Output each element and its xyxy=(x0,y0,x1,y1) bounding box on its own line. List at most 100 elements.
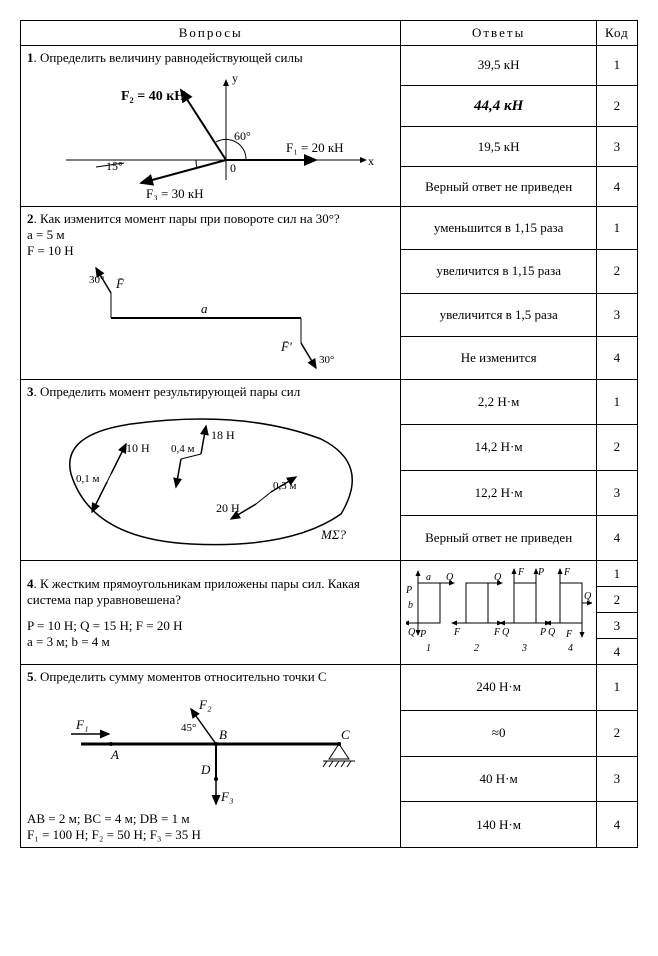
svg-text:1: 1 xyxy=(426,643,431,654)
svg-text:B: B xyxy=(219,727,227,742)
q3-text: Определить момент результирующей пары си… xyxy=(40,384,300,399)
svg-text:3: 3 xyxy=(521,643,527,654)
q4-given: P = 10 Н; Q = 15 Н; F = 20 Н xyxy=(27,618,183,633)
q4-k1: 1 xyxy=(596,561,637,587)
svg-text:a: a xyxy=(426,572,431,583)
svg-text:x: x xyxy=(368,154,374,168)
q4-text: К жестким прямоугольникам приложены пары… xyxy=(27,576,360,607)
q2-k2: 2 xyxy=(596,250,637,293)
q5-given2: F₁ = 100 Н; F₂ = 50 Н; F₃ = 35 Н xyxy=(27,827,201,842)
svg-text:15°: 15° xyxy=(106,159,123,173)
svg-text:F: F xyxy=(563,567,571,578)
svg-text:0: 0 xyxy=(230,161,236,175)
q1-a4: Верный ответ не приведен xyxy=(401,167,596,207)
svg-text:F: F xyxy=(565,629,573,640)
q2-a1: уменьшится в 1,15 раза xyxy=(401,207,596,250)
svg-text:0,1 м: 0,1 м xyxy=(76,473,100,485)
svg-text:P: P xyxy=(406,585,412,596)
q2-a4: Не изменится xyxy=(401,336,596,379)
svg-text:C: C xyxy=(341,727,350,742)
q1-k4: 4 xyxy=(596,167,637,207)
q2-k4: 4 xyxy=(596,336,637,379)
q5-a4: 140 Н·м xyxy=(401,802,596,848)
svg-text:Q: Q xyxy=(502,627,510,638)
svg-text:F₂: F₂ xyxy=(198,697,212,712)
svg-text:y: y xyxy=(232,71,238,85)
q2-given2: F = 10 Н xyxy=(27,243,74,258)
q3-a2: 14,2 Н·м xyxy=(401,425,596,470)
q3-k2: 2 xyxy=(596,425,637,470)
svg-text:Q: Q xyxy=(584,591,592,602)
q2-a3: увеличится в 1,5 раза xyxy=(401,293,596,336)
q2-k1: 1 xyxy=(596,207,637,250)
svg-text:F₁ = 20 кН: F₁ = 20 кН xyxy=(286,140,344,155)
q2-k3: 3 xyxy=(596,293,637,336)
svg-text:Q: Q xyxy=(494,572,502,583)
svg-text:D: D xyxy=(200,762,211,777)
svg-text:MΣ?: MΣ? xyxy=(320,527,347,542)
q2-a2: увеличится в 1,15 раза xyxy=(401,250,596,293)
svg-text:Q: Q xyxy=(408,627,416,638)
svg-text:P: P xyxy=(537,567,544,578)
svg-text:30°: 30° xyxy=(319,354,334,366)
q1-diagram: x y 0 F₁ = 20 кН F₂ = 40 кН 60° F₃ = 30 … xyxy=(46,70,376,200)
svg-text:F: F xyxy=(493,627,501,638)
svg-text:4: 4 xyxy=(568,643,573,654)
svg-text:a: a xyxy=(201,301,208,316)
q2-cell: 2. Как изменится момент пары при поворот… xyxy=(21,207,401,380)
q2-given1: a = 5 м xyxy=(27,227,65,242)
q5-a2: ≈0 xyxy=(401,710,596,756)
svg-text:P: P xyxy=(419,629,426,640)
q1-a2: 44,4 кН xyxy=(401,85,596,126)
svg-text:F̄: F̄ xyxy=(115,276,125,291)
q5-a3: 40 Н·м xyxy=(401,756,596,802)
q3-diagram: 10 Н 0,1 м 18 Н 0,4 м 20 Н 0,3 м MΣ? xyxy=(41,404,381,554)
q5-k4: 4 xyxy=(596,802,637,848)
svg-text:F₃: F₃ xyxy=(220,789,233,804)
q3-k4: 4 xyxy=(596,515,637,560)
svg-text:F₁: F₁ xyxy=(75,717,88,732)
svg-text:60°: 60° xyxy=(234,129,251,143)
svg-text:0,3 м: 0,3 м xyxy=(273,480,297,492)
svg-text:F̄': F̄' xyxy=(280,339,292,354)
svg-text:0,4 м: 0,4 м xyxy=(171,443,195,455)
q1-k2: 2 xyxy=(596,85,637,126)
q5-text: Определить сумму моментов относительно т… xyxy=(40,669,327,684)
q5-k2: 2 xyxy=(596,710,637,756)
q3-a4: Верный ответ не приведен xyxy=(401,515,596,560)
questions-table: Вопросы Ответы Код 1. Определить величин… xyxy=(20,20,638,848)
q2-text: Как изменится момент пары при повороте с… xyxy=(40,211,340,226)
q5-a1: 240 Н·м xyxy=(401,665,596,711)
q3-a3: 12,2 Н·м xyxy=(401,470,596,515)
header-answers: Ответы xyxy=(401,21,596,46)
q5-k1: 1 xyxy=(596,665,637,711)
q1-k1: 1 xyxy=(596,46,637,86)
q3-cell: 3. Определить момент результирующей пары… xyxy=(21,380,401,561)
svg-text:F₂ = 40 кН: F₂ = 40 кН xyxy=(121,89,185,104)
svg-text:Q: Q xyxy=(548,627,556,638)
svg-text:20 Н: 20 Н xyxy=(216,501,240,515)
svg-text:18 Н: 18 Н xyxy=(211,428,235,442)
q1-text: Определить величину равнодействующей сил… xyxy=(40,50,303,65)
svg-text:30°: 30° xyxy=(89,274,104,286)
q5-diagram: A B C F₁ F₂ 45° D F₃ xyxy=(41,689,381,809)
svg-text:b: b xyxy=(408,600,413,611)
q3-a1: 2,2 Н·м xyxy=(401,380,596,425)
q1-a3: 19,5 кН xyxy=(401,127,596,167)
q3-k1: 1 xyxy=(596,380,637,425)
svg-text:P: P xyxy=(539,627,546,638)
q4-diagram-cell: Q Q PP ab 1 Q F F 2 F P Q P 3 F Q Q F xyxy=(401,561,596,665)
q5-cell: 5. Определить сумму моментов относительн… xyxy=(21,665,401,848)
q4-k2: 2 xyxy=(596,587,637,613)
q1-a1: 39,5 кН xyxy=(401,46,596,86)
q4-cell: 4. К жестким прямоугольникам приложены п… xyxy=(21,561,401,665)
header-code: Код xyxy=(596,21,637,46)
svg-text:2: 2 xyxy=(474,643,479,654)
q3-k3: 3 xyxy=(596,470,637,515)
q5-k3: 3 xyxy=(596,756,637,802)
q4-diagram: Q Q PP ab 1 Q F F 2 F P Q P 3 F Q Q F xyxy=(406,563,592,658)
q1-k3: 3 xyxy=(596,127,637,167)
q4-k4: 4 xyxy=(596,639,637,665)
svg-text:A: A xyxy=(110,747,119,762)
header-questions: Вопросы xyxy=(21,21,401,46)
